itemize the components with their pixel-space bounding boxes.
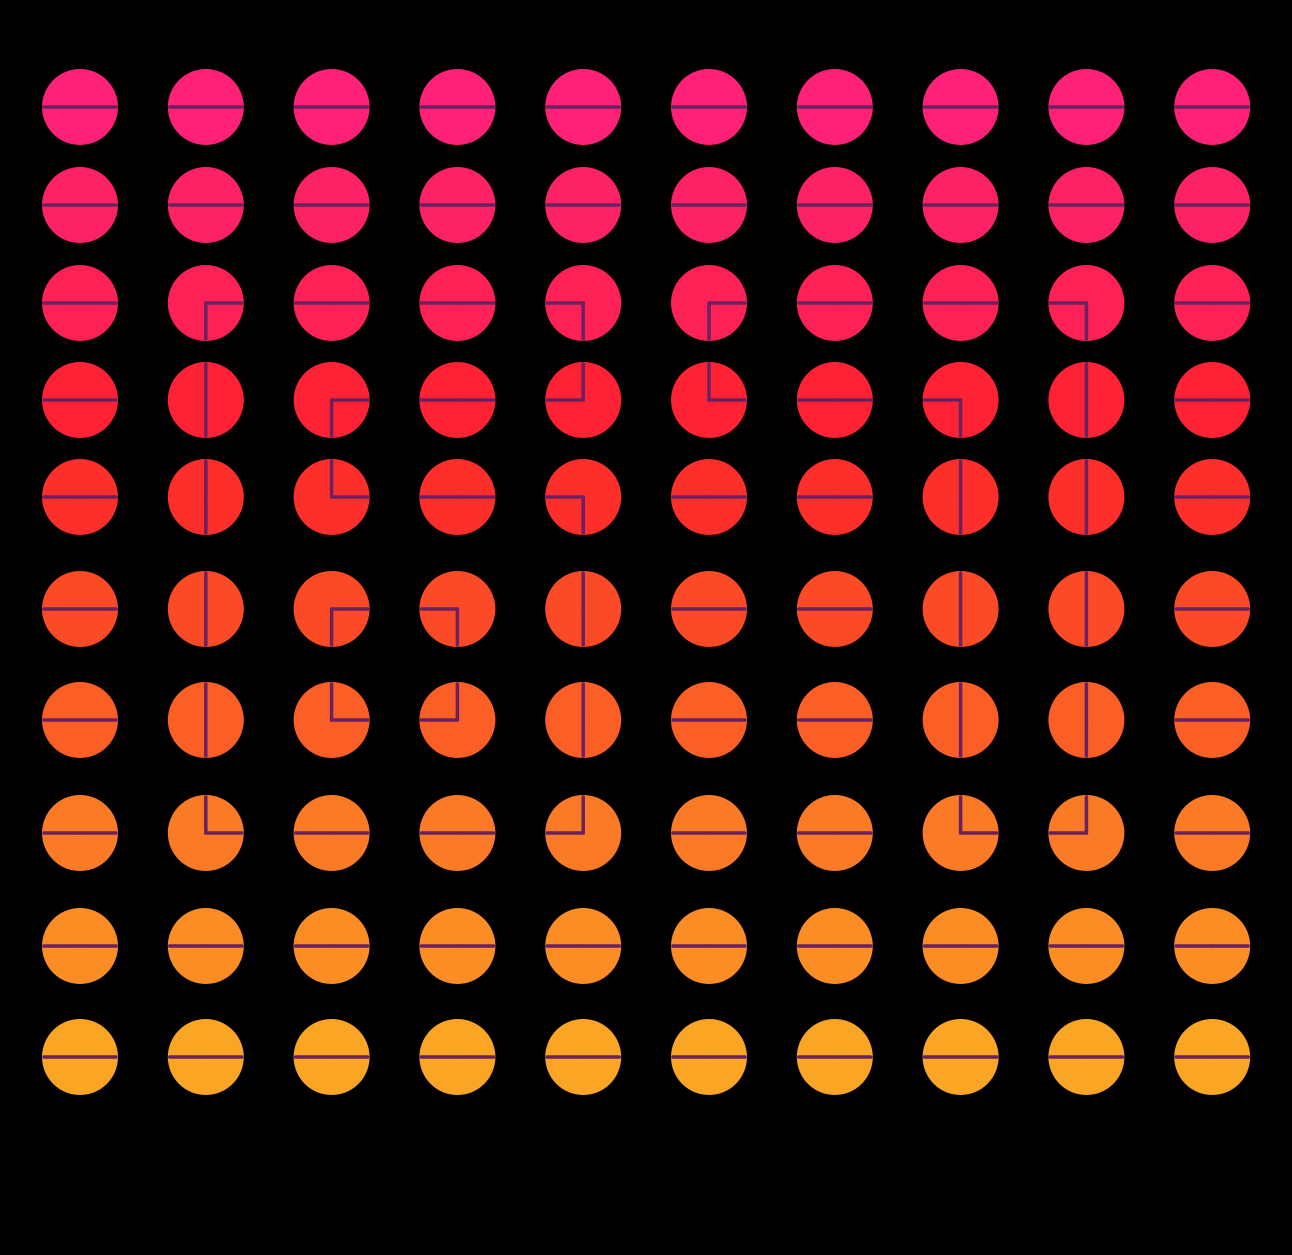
page: {"grid": {"rows": [ {"color": "#fe2177",… bbox=[42, 69, 1251, 1095]
clock-grid bbox=[42, 69, 1251, 1095]
